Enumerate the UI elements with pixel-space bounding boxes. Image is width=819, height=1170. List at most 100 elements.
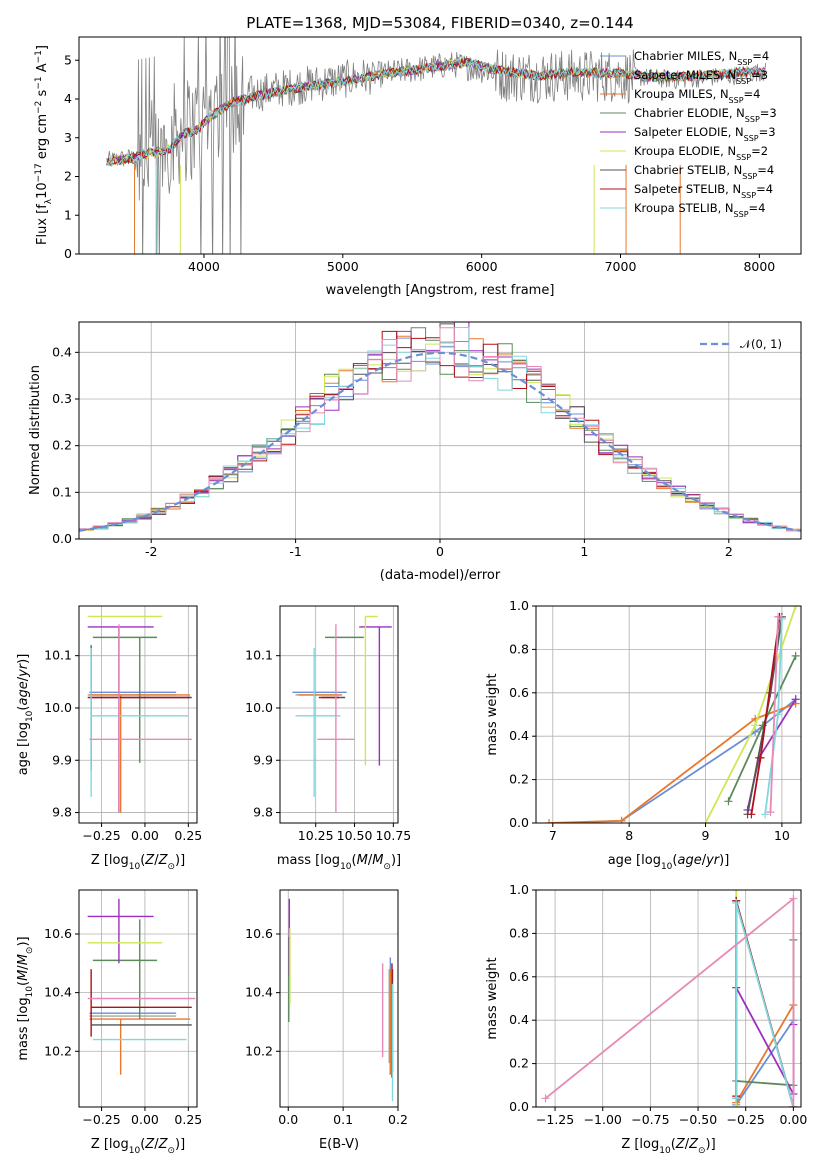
weight-point-marker <box>751 721 760 730</box>
y-tick-label: 0.2 <box>509 1056 529 1071</box>
model-spectrum-kroupa-stelib <box>106 57 766 167</box>
x-tick-label: −0.50 <box>679 1112 717 1127</box>
x-tick-label: 0.25 <box>174 828 202 843</box>
weight-point-marker <box>791 651 800 660</box>
x-axis-label: Z [log10(Z/Z⊙)] <box>91 1137 185 1156</box>
x-tick-label: -1 <box>289 544 301 559</box>
legend-label: Salpeter MILES, NSSP=3 <box>634 68 768 86</box>
x-tick-label: 1 <box>580 544 588 559</box>
weight-point-marker <box>789 1103 798 1107</box>
y-tick-label: 10.6 <box>245 926 273 941</box>
errorbar-chabrier-elodie <box>92 636 158 763</box>
weight-point-marker <box>732 1103 741 1107</box>
y-tick-label: 10.6 <box>44 926 72 941</box>
x-tick-label: 10 <box>774 828 790 843</box>
axes-frame <box>78 36 802 255</box>
model-spectrum-salpeter-stelib <box>106 57 766 166</box>
errorbar-kroupa-elodie <box>364 615 378 766</box>
y-tick-label: 0.1 <box>52 484 72 499</box>
x-tick-label: 10.50 <box>337 828 373 843</box>
y-tick-label: 2 <box>64 169 72 184</box>
weight-point-marker <box>791 606 800 610</box>
x-tick-label: 0.00 <box>131 1112 159 1127</box>
x-tick-label: 0.25 <box>174 1112 202 1127</box>
x-tick-label: 10.75 <box>375 828 411 843</box>
weight-line-kroupa-miles <box>735 1004 795 1104</box>
y-tick-label: 0.8 <box>509 641 529 656</box>
weight-point-marker <box>789 894 798 903</box>
errorbar-kroupa-stelib <box>295 647 341 797</box>
errorbar-salpeter-elodie <box>87 898 154 964</box>
x-axis-label: Z [log10(Z/Z⊙)] <box>91 853 185 872</box>
axes-frame <box>279 889 399 1108</box>
x-axis-label: (data-model)/error <box>380 568 501 583</box>
x-tick-label: -2 <box>145 544 157 559</box>
errorbar-chabrier-elodie <box>92 919 158 1020</box>
legend-label: Chabrier MILES, NSSP=4 <box>634 49 769 67</box>
x-tick-label: 10.25 <box>298 828 334 843</box>
x-tick-label: 4000 <box>188 259 220 274</box>
age_vs_Z-plot-area <box>87 615 192 813</box>
x-tick-label: 0.0 <box>278 1112 298 1127</box>
axes-frame <box>535 605 802 824</box>
y-axis-label: Flux [fλ10−17 erg cm−2 s−1 A−1] <box>34 45 54 245</box>
weight_vs_Z-plot-area <box>541 890 798 1107</box>
axes-frame <box>78 321 802 540</box>
legend-label: Salpeter ELODIE, NSSP=3 <box>634 125 776 143</box>
normal-distribution-curve <box>79 351 801 532</box>
weight-line-chabrier-miles <box>621 698 797 822</box>
y-axis-label: mass [log10(M/M⊙)] <box>16 936 35 1060</box>
legend-label: Kroupa STELIB, NSSP=4 <box>634 201 765 219</box>
weight-point-marker <box>732 1094 741 1103</box>
y-tick-label: 0.6 <box>509 969 529 984</box>
weight-point-marker <box>544 819 553 823</box>
y-tick-label: 10.2 <box>245 1043 273 1058</box>
legend-label: 𝒩(0, 1) <box>740 337 782 351</box>
y-tick-label: 0.3 <box>52 391 72 406</box>
histogram-plot-area <box>79 322 801 532</box>
y-tick-label: 0.8 <box>509 925 529 940</box>
y-tick-label: 10.2 <box>44 1043 72 1058</box>
y-tick-label: 1 <box>64 207 72 222</box>
y-axis-label: age [log10(age/yr)] <box>16 654 35 776</box>
errorbar-extra <box>317 624 355 813</box>
age_vs_mass-plot-area <box>292 615 392 813</box>
y-tick-label: 9.9 <box>253 752 273 767</box>
spectrum-plot-area <box>106 37 767 254</box>
y-tick-label: 10.0 <box>44 700 72 715</box>
y-tick-label: 0.4 <box>509 1012 529 1027</box>
axes-frame <box>535 889 802 1108</box>
figure-title: PLATE=1368, MJD=53084, FIBERID=0340, z=0… <box>246 14 633 32</box>
y-axis-label: mass weight <box>485 957 500 1039</box>
y-tick-label: 0.0 <box>509 815 529 830</box>
y-tick-label: 0.0 <box>509 1099 529 1114</box>
weight-point-marker <box>756 753 765 762</box>
weight-point-marker <box>732 890 741 894</box>
x-tick-label: −0.25 <box>727 1112 765 1127</box>
axes-frame <box>78 605 198 824</box>
errorbar-extra <box>89 624 192 813</box>
y-tick-label: 0.4 <box>52 344 72 359</box>
weight-point-marker <box>791 695 800 704</box>
x-tick-label: −0.25 <box>82 1112 120 1127</box>
weight-point-marker <box>774 710 783 719</box>
y-tick-label: 0.2 <box>509 772 529 787</box>
y-tick-label: 10.1 <box>245 648 273 663</box>
weight-point-marker <box>724 797 733 806</box>
x-tick-label: −0.25 <box>82 828 120 843</box>
y-tick-label: 1.0 <box>509 598 529 613</box>
weight-point-marker <box>617 816 626 823</box>
residual-histogram-extra <box>79 327 801 532</box>
y-tick-label: 10.4 <box>44 985 72 1000</box>
y-tick-label: 0.0 <box>52 531 72 546</box>
y-tick-label: 9.8 <box>253 805 273 820</box>
weight_vs_age-plot-area <box>544 606 800 823</box>
errorbar-kroupa-miles <box>89 1018 191 1075</box>
legend-label: Chabrier ELODIE, NSSP=3 <box>634 106 777 124</box>
y-axis-label: mass weight <box>485 673 500 755</box>
y-tick-label: 10.0 <box>245 700 273 715</box>
x-axis-label: E(B-V) <box>319 1137 359 1152</box>
x-tick-label: −1.25 <box>536 1112 574 1127</box>
weight-line-extra <box>769 616 779 813</box>
